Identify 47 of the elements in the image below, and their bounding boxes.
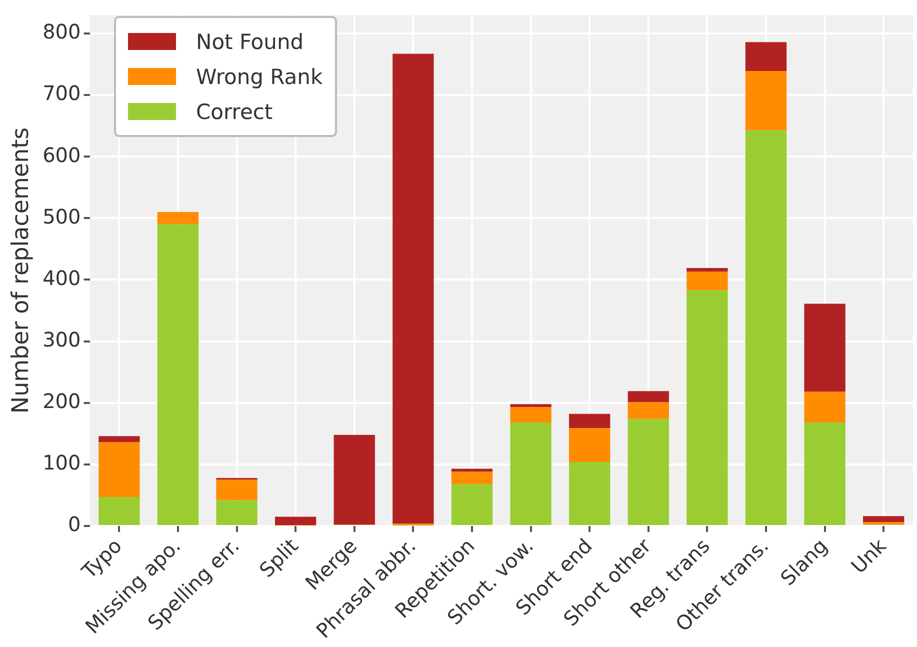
- y-tick-label: 500: [42, 204, 81, 228]
- bar: [157, 224, 199, 525]
- y-tick-label: 700: [42, 81, 81, 106]
- bar: [98, 497, 140, 525]
- bar: [804, 304, 846, 392]
- bar: [569, 428, 610, 462]
- bar: [628, 391, 669, 402]
- bar: [628, 418, 669, 525]
- bar: [628, 402, 669, 419]
- legend-label: Not Found: [196, 30, 304, 54]
- x-tick-label: Typo: [76, 534, 126, 584]
- bar: [98, 442, 140, 498]
- bar: [569, 462, 610, 525]
- bar: [451, 484, 493, 525]
- bar: [569, 414, 610, 428]
- bar: [863, 516, 904, 522]
- y-tick-label: 100: [42, 450, 81, 475]
- bar: [216, 480, 258, 500]
- bar: [804, 422, 846, 525]
- y-tick-label: 300: [42, 327, 81, 352]
- y-tick-label: 800: [42, 20, 81, 44]
- bar: [686, 268, 728, 272]
- bar: [510, 404, 552, 408]
- y-tick-label: 600: [42, 142, 81, 167]
- bar: [510, 422, 552, 525]
- bar: [745, 42, 787, 72]
- x-tick-label: Unk: [846, 533, 892, 578]
- bar: [334, 434, 375, 525]
- bar: [745, 130, 787, 525]
- bar: [686, 290, 728, 525]
- y-tick-label: 400: [42, 266, 81, 290]
- legend-label: Wrong Rank: [196, 64, 323, 88]
- bar: [686, 272, 728, 290]
- bar: [510, 407, 552, 423]
- y-axis-title: Number of replacements: [8, 127, 34, 414]
- y-tick-label: 0: [68, 512, 81, 536]
- bar: [98, 436, 140, 442]
- y-tick-label: 200: [42, 389, 81, 414]
- bar: [745, 71, 787, 130]
- bar: [804, 392, 846, 423]
- bar: [157, 212, 199, 224]
- bar: [451, 472, 493, 484]
- bar: [451, 468, 493, 472]
- bar: [392, 54, 434, 524]
- legend-label: Correct: [196, 100, 273, 124]
- bar: [275, 516, 316, 526]
- bar: [216, 500, 258, 525]
